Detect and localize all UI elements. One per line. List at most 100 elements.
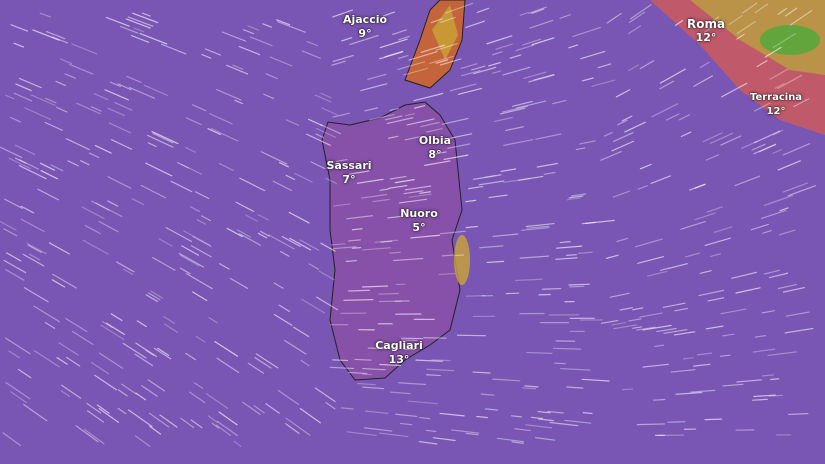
wind-streak <box>754 3 769 14</box>
wind-streak <box>76 102 101 115</box>
wind-streak <box>528 6 547 14</box>
wind-streak <box>207 128 221 135</box>
wind-streak <box>454 254 465 257</box>
city-label-olbia[interactable]: Olbia 8° <box>419 134 451 162</box>
wind-streak <box>185 146 197 153</box>
wind-streak <box>23 403 48 422</box>
wind-streak <box>706 206 724 213</box>
wind-streak <box>107 107 126 117</box>
city-label-nuoro[interactable]: Nuoro 5° <box>400 207 438 235</box>
city-label-sassari[interactable]: Sassari 7° <box>326 159 371 187</box>
wind-streak <box>485 408 499 411</box>
wind-streak <box>257 214 269 221</box>
wind-streak <box>467 185 484 190</box>
wind-streak <box>234 99 244 105</box>
wind-streak <box>445 2 474 14</box>
wind-streak <box>659 80 675 90</box>
wind-streak <box>379 51 404 60</box>
wind-streak <box>5 382 31 400</box>
wind-streak <box>782 286 806 293</box>
wind-streak <box>741 140 758 149</box>
wind-streak <box>195 335 206 343</box>
wind-streak <box>39 12 52 18</box>
wind-streak <box>121 383 137 395</box>
wind-streak <box>525 222 555 228</box>
wind-streak <box>503 139 534 146</box>
wind-streak <box>320 92 332 99</box>
wind-streak <box>692 363 711 367</box>
city-temp: 7° <box>342 173 356 186</box>
wind-streak <box>694 212 716 221</box>
wind-streak <box>321 107 338 116</box>
wind-streak <box>511 441 524 444</box>
wind-streak <box>288 211 310 224</box>
wind-streak <box>122 342 147 359</box>
wind-streak <box>152 256 176 271</box>
wind-streak <box>233 440 242 447</box>
wind-streak <box>600 150 622 161</box>
wind-streak <box>185 117 202 126</box>
wind-streak <box>736 33 745 40</box>
wind-streak <box>526 351 553 354</box>
city-label-roma[interactable]: Roma 12° <box>687 17 725 45</box>
wind-streak <box>201 54 212 59</box>
wind-streak <box>357 382 376 386</box>
wind-streak <box>30 94 56 106</box>
wind-streak <box>517 175 544 181</box>
wind-streak <box>59 58 73 65</box>
wind-streak <box>153 347 172 360</box>
wind-streak <box>476 7 490 14</box>
wind-streak <box>180 163 202 175</box>
wind-streak <box>310 161 326 170</box>
wind-streak <box>86 402 102 414</box>
wind-streak <box>577 251 593 254</box>
wind-streak <box>728 15 743 25</box>
wind-streak <box>696 352 713 356</box>
wind-streak <box>105 322 125 336</box>
wind-streak <box>524 385 539 388</box>
city-label-terracina[interactable]: Terracina 12° <box>750 91 802 119</box>
wind-streak <box>238 233 261 246</box>
wind-streak <box>465 20 485 29</box>
wind-streak <box>332 359 349 362</box>
city-label-cagliari[interactable]: Cagliari 13° <box>375 339 423 367</box>
wind-streak <box>404 185 432 191</box>
wind-streak <box>33 349 60 368</box>
wind-streak <box>52 273 77 289</box>
wind-streak <box>529 19 554 29</box>
wind-streak <box>135 342 158 358</box>
wind-streak <box>98 408 120 423</box>
wind-streak <box>65 138 90 151</box>
wind-streak <box>180 417 195 429</box>
wind-streak <box>348 371 368 375</box>
wind-streak <box>356 178 384 184</box>
wind-streak <box>628 25 642 35</box>
wind-streak <box>160 43 187 55</box>
wind-streak <box>58 342 79 356</box>
wind-streak <box>528 74 555 83</box>
wind-streak <box>176 161 190 169</box>
wind-streak <box>568 283 590 286</box>
wind-streak <box>581 77 594 82</box>
wind-streak <box>61 384 82 399</box>
wind-streak <box>218 163 234 171</box>
wind-streak <box>575 147 586 151</box>
wind-streak <box>100 324 125 341</box>
wind-streak <box>190 245 212 258</box>
wind-streak <box>364 410 389 414</box>
wind-streak <box>751 398 768 401</box>
wind-streak <box>549 421 579 427</box>
wind-streak <box>761 310 775 314</box>
wind-streak <box>675 391 703 395</box>
wind-streak <box>351 246 362 249</box>
wind-streak <box>255 353 279 369</box>
wind-streak <box>486 260 505 264</box>
wind-streak <box>793 98 810 108</box>
city-name: Nuoro <box>400 207 438 220</box>
city-label-ajaccio[interactable]: Ajaccio 9° <box>343 13 387 41</box>
wind-streak <box>117 83 132 91</box>
wind-streak <box>774 82 785 90</box>
wind-streak <box>659 68 686 84</box>
wind-streak <box>8 350 20 359</box>
